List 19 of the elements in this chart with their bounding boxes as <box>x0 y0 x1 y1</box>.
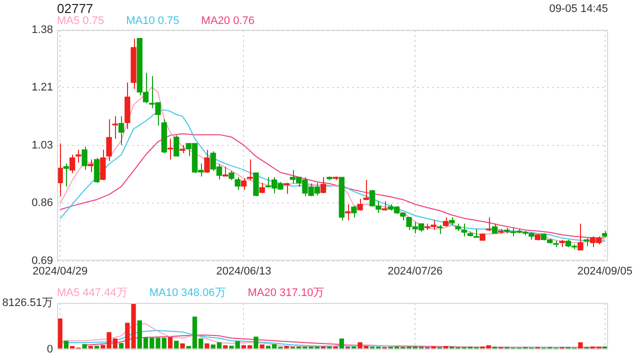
x-tick-label: 2024/04/29 <box>32 265 88 278</box>
y-tick-label: 8126.51万 <box>2 297 53 310</box>
y-tick-label: 1.03 <box>32 139 53 152</box>
text: MA5 0.75 <box>57 15 104 27</box>
y-tick-label: 0.69 <box>32 254 53 267</box>
y-tick-label: 1.21 <box>32 82 53 94</box>
text: MA5 447.44万 <box>57 286 128 300</box>
text: MA10 0.75 <box>126 15 180 27</box>
x-tick-label: 2024/09/05 <box>577 265 632 278</box>
text: MA20 0.76 <box>201 15 254 27</box>
y-tick-label: 1.38 <box>32 24 53 36</box>
text: 09-05 14:45 <box>549 3 608 15</box>
x-tick-label: 2024/06/13 <box>216 265 272 278</box>
text: MA20 317.10万 <box>248 286 324 300</box>
x-tick-label: 2024/07/26 <box>388 265 443 278</box>
y-tick-label: 0 <box>46 343 53 356</box>
chart-title: 02777 <box>57 1 94 16</box>
text: MA10 348.06万 <box>149 286 226 300</box>
y-tick-label: 0.86 <box>32 197 53 210</box>
